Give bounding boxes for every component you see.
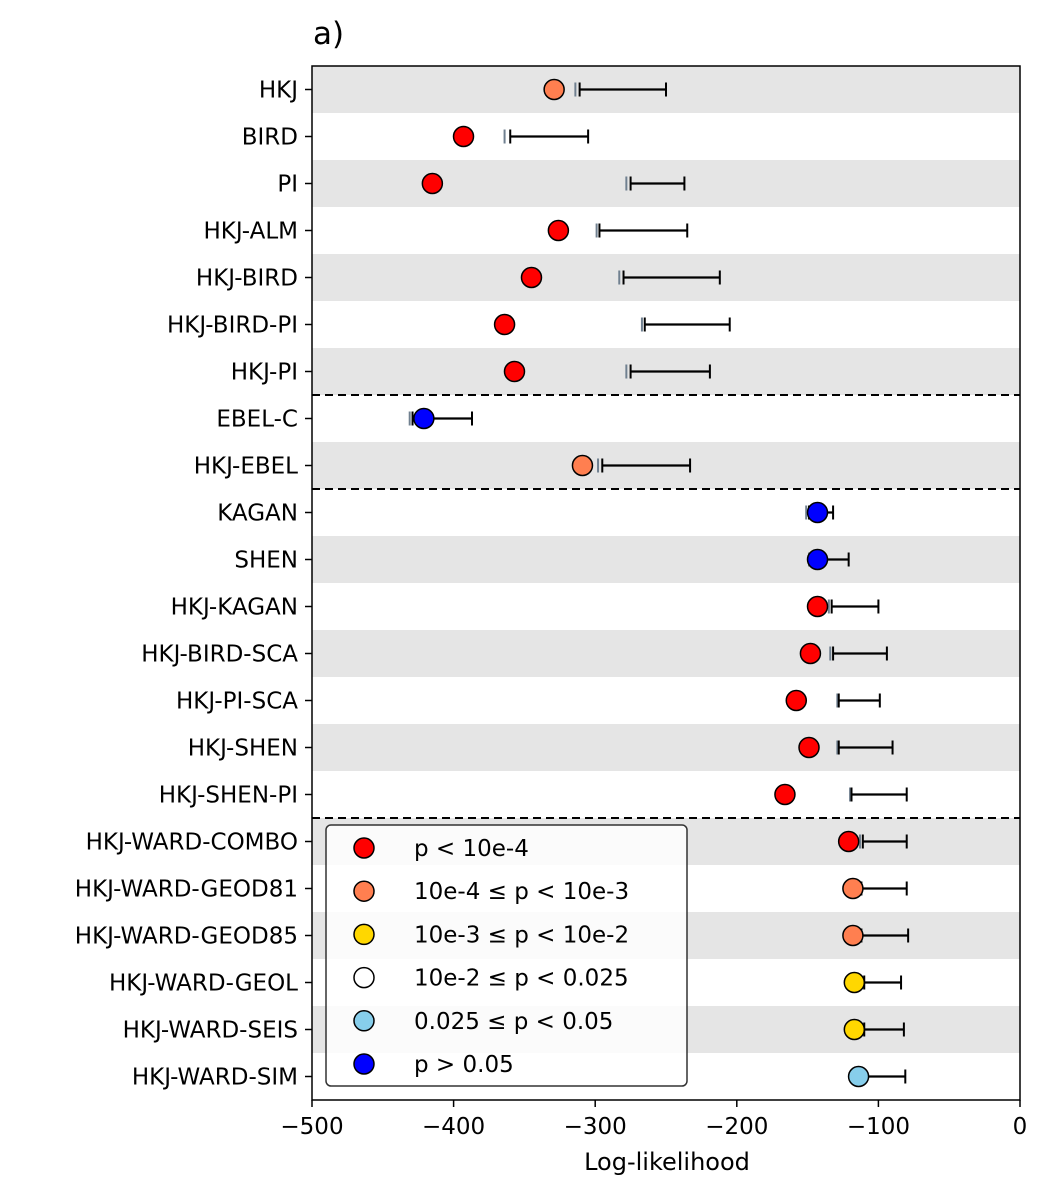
legend-entry: 10e-4 ≤ p < 10e-3: [353, 879, 629, 905]
data-point: [842, 877, 864, 900]
legend-label: 10e-3 ≤ p < 10e-2: [414, 922, 629, 948]
legend-marker: [353, 880, 375, 902]
data-point: [843, 1018, 866, 1041]
y-tick-label: PI: [277, 172, 298, 198]
y-tick-label: HKJ-WARD-SEIS: [123, 1018, 298, 1044]
legend-marker: [353, 837, 375, 859]
legend-marker: [353, 1053, 375, 1075]
y-tick-label: HKJ-WARD-SIM: [132, 1065, 298, 1091]
y-tick-label: HKJ-PI: [231, 360, 298, 386]
data-point: [571, 454, 594, 477]
data-point: [547, 219, 570, 242]
y-tick-label: HKJ-PI-SCA: [176, 689, 298, 715]
y-tick-label: KAGAN: [217, 501, 298, 527]
data-point: [806, 595, 829, 618]
data-point: [421, 172, 444, 195]
legend-entry: 10e-2 ≤ p < 0.025: [353, 966, 629, 992]
data-point: [806, 501, 829, 524]
x-tick-label: −400: [422, 1114, 485, 1140]
data-point: [843, 971, 866, 994]
y-tick-label: EBEL-C: [216, 407, 298, 433]
y-tick-label: HKJ-EBEL: [194, 454, 298, 480]
row-band: [312, 536, 1020, 583]
y-tick-label: SHEN: [234, 548, 298, 574]
legend-entry: p < 10e-4: [353, 836, 529, 862]
error-bar: [863, 975, 903, 990]
x-tick-label: −100: [847, 1114, 910, 1140]
x-tick-label: −500: [280, 1114, 343, 1140]
legend-label: 10e-2 ≤ p < 0.025: [414, 966, 629, 992]
legend-label: 10e-4 ≤ p < 10e-3: [414, 879, 629, 905]
row-band: [312, 630, 1020, 677]
error-bar: [849, 787, 908, 802]
data-point: [520, 266, 543, 289]
error-bar: [863, 1069, 907, 1084]
error-bar: [574, 82, 667, 97]
error-bar: [625, 176, 686, 191]
error-bar: [860, 881, 908, 896]
data-point: [842, 924, 864, 947]
legend-label: 0.025 ≤ p < 0.05: [414, 1009, 613, 1035]
error-bar: [858, 834, 908, 849]
plot-frame: [311, 65, 1021, 1101]
data-point: [798, 736, 820, 759]
data-point: [413, 407, 435, 430]
error-bar: [503, 129, 590, 144]
error-bar: [836, 740, 894, 755]
y-tick-label: HKJ-WARD-GEOD85: [75, 924, 298, 950]
y-tick-label: HKJ-SHEN-PI: [159, 783, 298, 809]
y-tick-label: HKJ-KAGAN: [171, 595, 298, 621]
data-point: [847, 1065, 870, 1088]
x-axis-title: Log-likelihood: [584, 1148, 750, 1176]
legend-marker: [353, 1010, 375, 1032]
y-tick-label: HKJ-SHEN: [188, 736, 298, 762]
y-tick-label: BIRD: [242, 125, 298, 151]
x-tick-label: 0: [1013, 1114, 1028, 1140]
legend-entry: 0.025 ≤ p < 0.05: [353, 1009, 613, 1035]
error-bar: [618, 270, 721, 285]
y-tick-label: HKJ-WARD-GEOD81: [75, 877, 298, 903]
x-tick-label: −200: [705, 1114, 768, 1140]
y-tick-label: HKJ-BIRD-SCA: [141, 642, 298, 668]
data-points: [413, 78, 870, 1088]
data-point: [503, 360, 526, 383]
y-tick-label: HKJ-ALM: [203, 219, 298, 245]
error-bar: [595, 223, 689, 238]
error-bar: [829, 646, 888, 661]
legend-marker: [353, 966, 375, 989]
y-tick-label: HKJ-WARD-GEOL: [109, 971, 298, 997]
y-tick-label: HKJ: [259, 78, 298, 104]
group-separators: [312, 394, 1020, 819]
panel-title: a): [313, 16, 344, 52]
data-point: [785, 689, 808, 712]
data-point: [543, 78, 565, 101]
row-band: [312, 724, 1020, 771]
legend-marker: [353, 923, 375, 946]
data-point: [837, 830, 860, 853]
data-point: [493, 313, 516, 336]
y-tick-label: HKJ-WARD-COMBO: [86, 830, 298, 856]
data-point: [452, 125, 475, 148]
data-point: [799, 642, 822, 665]
error-bar: [827, 599, 880, 614]
legend-box: [325, 824, 688, 1087]
legend-entry: 10e-3 ≤ p < 10e-2: [353, 922, 629, 948]
y-tick-label: HKJ-BIRD-PI: [167, 313, 298, 339]
x-axis-ticks: −500 −400 −300 −200 −100 0: [280, 1100, 1027, 1140]
error-bar: [597, 458, 692, 473]
error-bar: [640, 317, 731, 332]
y-axis-ticks: HKJ BIRD PI HKJ-ALM HKJ-BIRD HKJ-BIRD-PI HKJ-P…: [75, 78, 312, 1091]
legend-label: p < 10e-4: [414, 836, 529, 862]
legend: p < 10e-4 10e-4 ≤ p < 10e-3 10e-3 ≤ p < 10…: [325, 824, 688, 1087]
error-bar: [836, 693, 881, 708]
y-tick-label: HKJ-BIRD: [196, 266, 298, 292]
x-tick-label: −300: [564, 1114, 627, 1140]
data-point: [774, 783, 796, 806]
error-bar: [625, 364, 711, 379]
legend-entry: p > 0.05: [353, 1052, 514, 1078]
data-point: [806, 548, 829, 571]
legend-label: p > 0.05: [414, 1052, 514, 1078]
